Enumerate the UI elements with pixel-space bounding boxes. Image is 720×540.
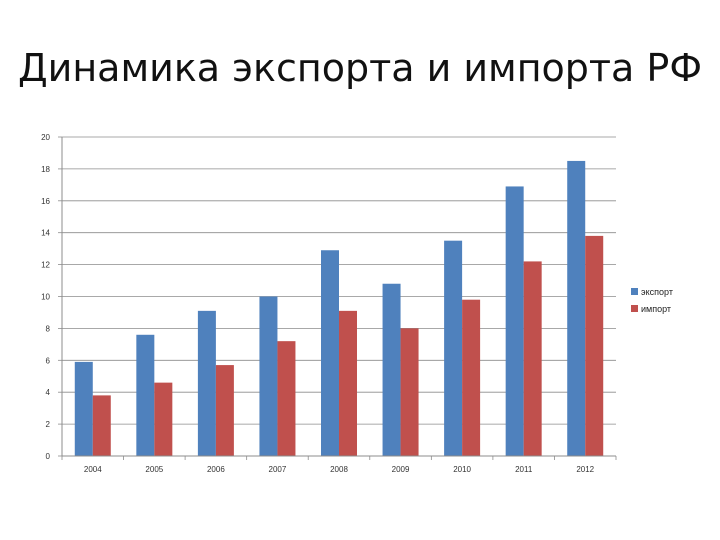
y-axis-ticks: 0 2 4 6 8 10 12 14 16 18 20 (41, 133, 62, 461)
bars (74, 160, 604, 457)
bar-export-2004 (74, 361, 93, 456)
x-tick-label: 2004 (84, 465, 102, 474)
bar-import-2010 (462, 299, 481, 456)
y-tick-label: 20 (41, 133, 50, 142)
bar-import-2006 (215, 365, 234, 456)
y-tick-label: 2 (46, 420, 51, 429)
y-tick-label: 0 (46, 452, 51, 461)
bar-import-2005 (154, 382, 173, 456)
y-tick-label: 4 (46, 388, 51, 397)
bar-import-2008 (339, 310, 357, 456)
x-tick-label: 2007 (269, 465, 287, 474)
y-tick-label: 16 (41, 197, 50, 206)
x-axis-ticks: 2004 2005 2006 2007 2008 2009 2010 2011 2012 (61, 456, 617, 474)
legend-swatch-import (631, 305, 638, 312)
bar-import-2009 (400, 328, 419, 456)
bar-import-2007 (277, 341, 296, 456)
x-tick-label: 2006 (207, 465, 225, 474)
legend-swatch-export (631, 288, 638, 295)
axes (61, 137, 616, 457)
x-tick-label: 2009 (392, 465, 410, 474)
bar-import-2012 (585, 235, 604, 456)
y-tick-label: 12 (41, 261, 50, 270)
y-tick-label: 14 (41, 229, 50, 238)
y-tick-label: 6 (46, 356, 51, 365)
legend-label-import: импорт (641, 304, 671, 314)
bar-export-2008 (321, 250, 339, 456)
y-tick-label: 10 (41, 293, 50, 302)
bar-export-2012 (567, 160, 586, 457)
bar-export-2007 (259, 296, 278, 456)
legend: экспорт импорт (631, 287, 673, 314)
y-tick-label: 18 (41, 165, 50, 174)
x-tick-label: 2010 (453, 465, 471, 474)
chart-title: Динамика экспорта и импорта РФ (17, 46, 703, 90)
bar-import-2011 (523, 261, 542, 456)
x-tick-label: 2012 (576, 465, 594, 474)
bar-export-2006 (197, 310, 216, 456)
bar-export-2005 (136, 334, 155, 456)
x-tick-label: 2008 (330, 465, 348, 474)
bar-import-2004 (92, 395, 111, 456)
x-tick-label: 2011 (515, 465, 533, 474)
bar-export-2011 (505, 186, 524, 456)
x-tick-label: 2005 (145, 465, 163, 474)
bar-export-2009 (382, 283, 401, 456)
legend-label-export: экспорт (641, 287, 673, 297)
bar-export-2010 (444, 240, 463, 456)
y-tick-label: 8 (46, 324, 51, 333)
